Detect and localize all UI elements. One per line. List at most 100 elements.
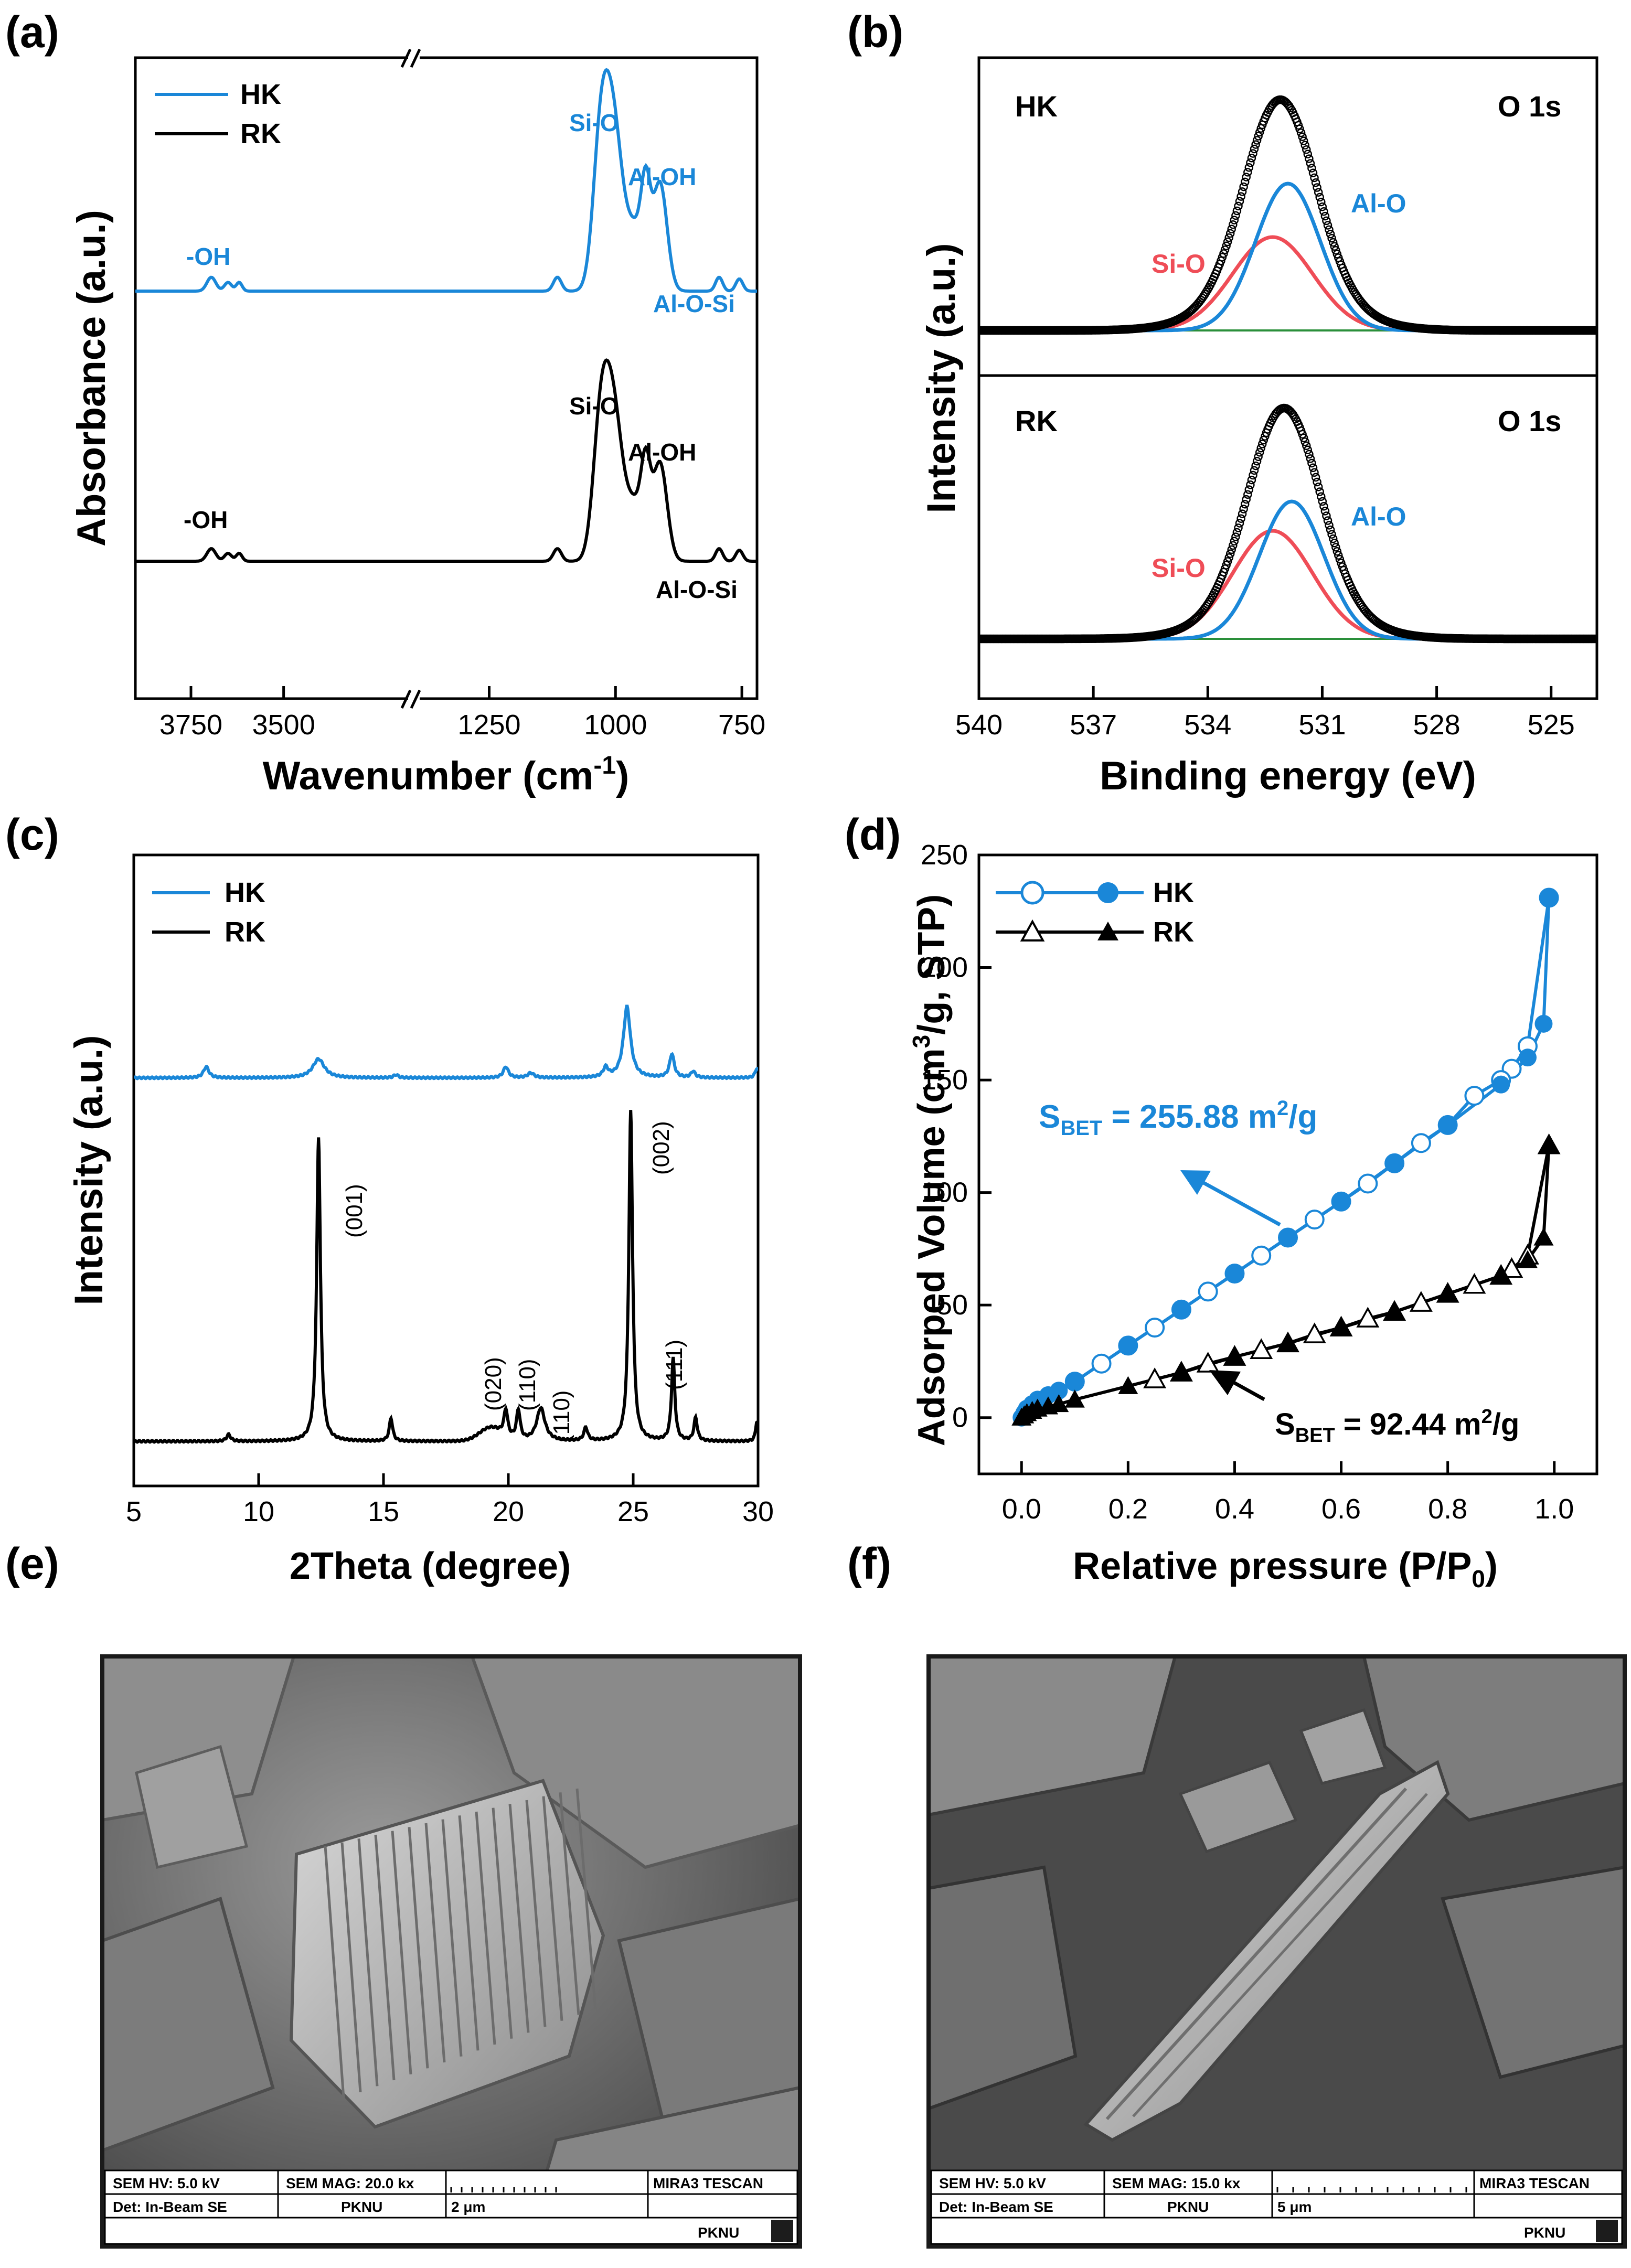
xps-rk-point bbox=[1598, 635, 1605, 643]
sem-e-mag: SEM MAG: 20.0 kx bbox=[286, 2175, 414, 2191]
xps-rk-point bbox=[1300, 437, 1309, 446]
xps-hk-point bbox=[1595, 327, 1597, 334]
xrd-x-tick-label: 10 bbox=[243, 1496, 274, 1527]
xps-hk-point bbox=[1318, 202, 1327, 211]
xps-hk-point bbox=[1300, 141, 1309, 150]
xps-rk-point bbox=[1323, 516, 1332, 525]
xps-hk-point bbox=[968, 327, 975, 334]
xrd-panel: 5 10 15 20 25 30 HK RK (001) (020) (110) (110… bbox=[67, 853, 774, 1587]
xrd-miller-001: (001) bbox=[342, 1184, 367, 1238]
xps-hk-point bbox=[1218, 253, 1227, 262]
bet-y-tick-label: 50 bbox=[936, 1289, 968, 1321]
xps-rk-alo-component bbox=[1055, 499, 1513, 641]
xps-hk-point bbox=[1246, 158, 1255, 167]
bet-hk-desorption-point bbox=[1145, 1318, 1165, 1338]
xps-rk-point bbox=[1307, 458, 1316, 468]
bet-hk-adsorption-point bbox=[1534, 1014, 1553, 1033]
xps-hk-point bbox=[1219, 249, 1228, 258]
xps-rk-point bbox=[1601, 635, 1608, 643]
xps-rk-point bbox=[1235, 519, 1244, 528]
xps-hk-raw-data bbox=[968, 95, 1597, 335]
xps-hk-point bbox=[1330, 242, 1339, 251]
xps-hk-point bbox=[1323, 221, 1332, 230]
xps-x-tick-label: 534 bbox=[1184, 709, 1231, 741]
xps-hk-point bbox=[1232, 206, 1242, 216]
bet-rk-adsorption-point bbox=[1331, 1318, 1351, 1336]
xps-rk-point bbox=[1319, 502, 1328, 511]
xps-hk-point bbox=[1310, 173, 1319, 183]
bet-rk-adsorption-point bbox=[1118, 1376, 1138, 1394]
xps-hk-point bbox=[1224, 233, 1233, 242]
xps-hk-point bbox=[1311, 178, 1320, 187]
bet-rk-desorption-point bbox=[1463, 1272, 1486, 1294]
xps-rk-point bbox=[1593, 634, 1597, 644]
bet-x-tick-label: 0.8 bbox=[1428, 1493, 1467, 1525]
bet-rk-adsorption-point bbox=[1533, 1227, 1554, 1246]
xps-hk-point bbox=[979, 328, 980, 333]
sem-f-det: Det: In-Beam SE bbox=[939, 2199, 1053, 2215]
bet-rk-adsorption-point bbox=[1491, 1266, 1511, 1284]
ftir-x-tick-label: 3750 bbox=[159, 709, 222, 741]
xps-hk-point bbox=[1249, 149, 1257, 158]
ftir-axis-break-gap bbox=[408, 50, 420, 707]
xrd-legend-hk: HK bbox=[225, 877, 265, 908]
xps-hk-point bbox=[1220, 245, 1230, 254]
xps-hk-point bbox=[1229, 220, 1238, 229]
xps-rk-point bbox=[1595, 636, 1597, 642]
xps-rk-raw-data bbox=[979, 403, 1608, 644]
ftir-annot-hk-oh: -OH bbox=[186, 243, 230, 270]
xps-rk-point bbox=[1259, 435, 1268, 445]
xps-hk-point bbox=[1325, 225, 1334, 234]
xps-hk-point bbox=[1302, 145, 1311, 154]
xps-rk-point bbox=[1255, 448, 1264, 457]
xrd-x-tick-label: 20 bbox=[493, 1496, 524, 1527]
bet-legend-hk: HK bbox=[996, 877, 1194, 908]
xps-hk-point bbox=[1299, 136, 1308, 145]
xps-hk-sample-label: HK bbox=[1015, 90, 1058, 123]
sem-e-brand: MIRA3 TESCAN bbox=[653, 2175, 763, 2191]
ftir-legend-hk: HK bbox=[240, 79, 281, 110]
xps-rk-point bbox=[1236, 514, 1245, 523]
ftir-break-mark-bottom bbox=[400, 689, 421, 709]
sem-f-mag: SEM MAG: 15.0 kx bbox=[1112, 2175, 1241, 2191]
xps-hk-point bbox=[1328, 238, 1338, 247]
bet-hk-adsorption-point bbox=[1225, 1265, 1244, 1283]
xrd-miller-111: (111) bbox=[662, 1340, 687, 1390]
sem-e-logo-mark bbox=[771, 2220, 793, 2242]
bet-ylabel: Adsorped Volume (cm3/g, STP) bbox=[908, 894, 953, 1446]
bet-annot-rk: SBET = 92.44 m2/g bbox=[1275, 1406, 1519, 1447]
xrd-ylabel: Intensity (a.u.) bbox=[67, 1035, 111, 1305]
xps-rk-point bbox=[1303, 445, 1313, 455]
ftir-frame-left bbox=[134, 56, 415, 700]
bet-rk-desorption-point bbox=[1356, 1307, 1380, 1328]
ftir-xlabel: Wavenumber (cm-1) bbox=[263, 752, 630, 798]
xps-rk-point bbox=[1298, 430, 1307, 439]
ftir-curve-hk bbox=[135, 68, 757, 293]
sem-f-logo-mark bbox=[1596, 2220, 1618, 2242]
sem-e-det: Det: In-Beam SE bbox=[113, 2199, 227, 2215]
xps-ylabel: Intensity (a.u.) bbox=[919, 243, 964, 513]
bet-hk-desorption-point bbox=[1091, 1353, 1112, 1374]
xps-rk-point bbox=[979, 634, 983, 644]
xps-rk-point bbox=[1225, 549, 1235, 558]
xps-hk-point bbox=[1315, 192, 1324, 202]
panel-label-e: (e) bbox=[5, 1539, 59, 1588]
xps-x-tick-label: 525 bbox=[1528, 709, 1575, 741]
xps-rk-point bbox=[1239, 505, 1248, 513]
xps-rk-point bbox=[1599, 635, 1606, 643]
bet-x-tick-label: 0.6 bbox=[1321, 1493, 1361, 1525]
xps-rk-point bbox=[1325, 521, 1334, 530]
bet-rk-adsorption-point bbox=[1049, 1394, 1069, 1413]
sem-image-e: SEM HV: 5.0 kV SEM MAG: 20.0 kx MIRA3 TE… bbox=[100, 1654, 802, 2249]
xps-rk-point bbox=[1242, 495, 1251, 504]
xps-rk-point bbox=[1332, 547, 1342, 556]
xps-rk-point bbox=[1327, 530, 1336, 539]
xps-hk-point bbox=[1305, 154, 1314, 163]
bet-markers bbox=[1011, 887, 1561, 1427]
ftir-x-tick-label: 750 bbox=[718, 709, 765, 741]
xps-hk-point bbox=[1319, 207, 1328, 216]
bet-xlabel: Relative pressure (P/P0) bbox=[1073, 1545, 1498, 1592]
xrd-miller-110b: (110) bbox=[549, 1390, 574, 1442]
xrd-miller-110a: (110) bbox=[515, 1359, 540, 1411]
